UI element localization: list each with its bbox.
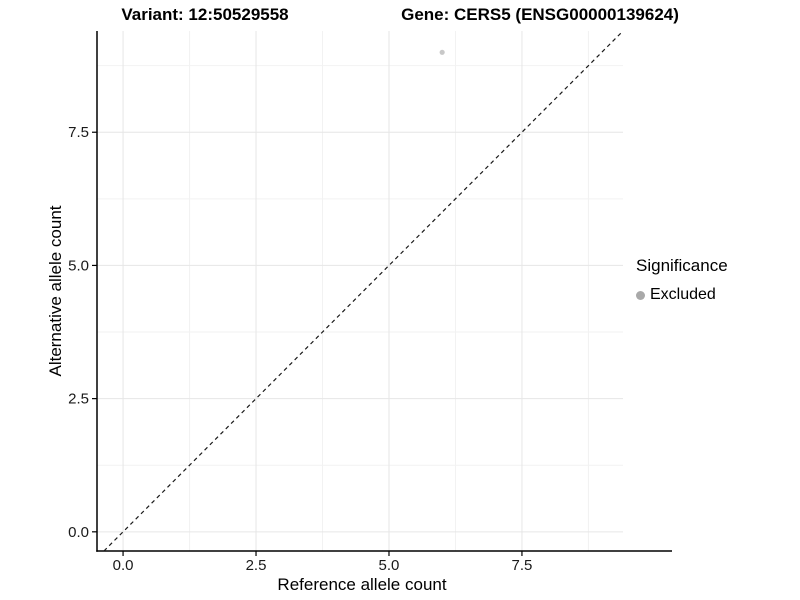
y-axis-label: Alternative allele count [46,205,65,377]
legend-item-label: Excluded [650,286,716,303]
identity-dashed-line [103,30,624,552]
legend: Significance Excluded [636,256,728,304]
x-tick-label: 2.5 [246,557,267,574]
x-tick-label: 5.0 [379,557,400,574]
y-tick-label: 5.0 [68,257,89,274]
data-point [439,49,445,55]
y-tick-label: 2.5 [68,391,89,408]
plot-title-variant: Variant: 12:50529558 [121,5,289,24]
plot-title-gene: Gene: CERS5 (ENSG00000139624) [401,5,679,24]
legend-item-excluded: Excluded [636,286,728,304]
x-tick-label: 7.5 [512,557,533,574]
excluded-point-icon [636,290,645,300]
x-tick-label: 0.0 [113,557,134,574]
y-tick-label: 0.0 [68,524,89,541]
x-axis-label: Reference allele count [277,575,447,594]
legend-title: Significance [636,256,728,275]
y-tick-label: 7.5 [68,124,89,141]
